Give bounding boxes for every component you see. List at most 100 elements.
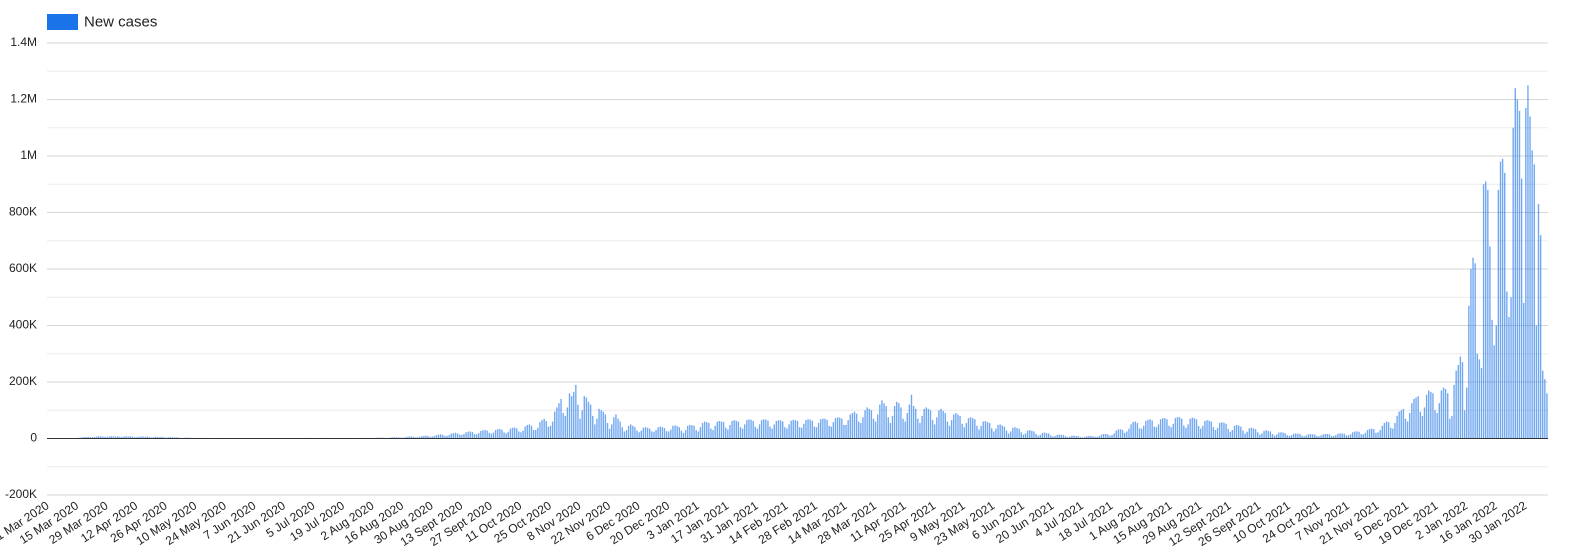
bar: [1292, 433, 1295, 439]
bar: [448, 435, 450, 439]
y-tick-label: 800K: [9, 205, 37, 219]
bar: [604, 414, 607, 439]
bar: [1229, 431, 1231, 439]
bar: [670, 429, 672, 439]
bar: [957, 414, 959, 439]
bar: [1512, 127, 1514, 439]
bar: [1303, 436, 1305, 439]
bar: [625, 430, 628, 439]
bar: [1138, 428, 1141, 439]
bar: [1012, 427, 1014, 439]
bar: [803, 423, 805, 439]
bar: [1377, 432, 1379, 439]
bar: [1183, 425, 1185, 439]
bar: [900, 407, 902, 439]
bar: [465, 432, 467, 439]
bar: [668, 431, 670, 439]
bar: [898, 403, 900, 439]
bar: [767, 420, 769, 439]
bar: [1444, 389, 1447, 439]
bar: [965, 422, 968, 439]
bar: [847, 420, 849, 439]
bar: [461, 434, 463, 439]
bar: [1390, 427, 1392, 439]
bar: [1062, 435, 1065, 439]
bar: [754, 426, 756, 439]
bar: [551, 421, 554, 439]
bar: [834, 418, 837, 439]
bar: [883, 403, 885, 439]
bar: [1387, 422, 1390, 439]
bar: [1440, 390, 1443, 439]
bar: [1280, 432, 1282, 439]
bar: [423, 435, 425, 439]
bar: [1491, 319, 1493, 439]
bar: [1531, 150, 1533, 439]
bar: [1506, 291, 1508, 439]
bar: [1221, 422, 1223, 439]
bar: [731, 420, 733, 439]
bar: [1339, 433, 1341, 439]
bar: [1527, 85, 1529, 439]
bar: [129, 436, 132, 439]
bar: [615, 414, 617, 439]
bar: [1487, 189, 1489, 439]
bar: [1128, 428, 1130, 439]
bar: [1284, 433, 1286, 439]
bar: [1238, 425, 1240, 439]
bar: [649, 428, 651, 439]
bar: [908, 404, 911, 439]
bar: [1415, 397, 1417, 439]
bar: [414, 437, 417, 439]
bar: [735, 420, 737, 439]
bar: [843, 424, 845, 439]
bar: [1164, 418, 1166, 439]
bar: [748, 419, 750, 439]
bar: [98, 436, 100, 439]
bar: [934, 424, 936, 439]
bar: [853, 411, 856, 439]
bar: [701, 422, 704, 439]
bar: [1246, 431, 1248, 439]
bar: [117, 436, 119, 439]
bar: [511, 427, 514, 439]
bar: [817, 422, 820, 439]
bar: [136, 437, 138, 439]
bar: [912, 406, 915, 439]
bar: [543, 418, 545, 439]
bar: [1010, 431, 1012, 439]
bar: [646, 427, 649, 439]
bar: [1373, 429, 1375, 439]
bar: [623, 431, 626, 439]
bar: [1102, 433, 1105, 439]
bar: [1330, 435, 1333, 439]
bar: [1048, 433, 1050, 439]
bar: [997, 424, 999, 439]
bar: [689, 424, 691, 439]
bar: [684, 430, 687, 439]
bar: [161, 436, 163, 439]
bar: [1271, 433, 1274, 439]
bar: [1497, 189, 1500, 439]
bar: [801, 427, 803, 439]
bar: [1514, 88, 1516, 439]
bar: [820, 419, 822, 439]
bar: [1345, 435, 1348, 439]
bar: [1197, 426, 1200, 439]
bar: [636, 430, 638, 439]
bar: [1478, 359, 1481, 439]
bar: [972, 418, 974, 439]
bar: [446, 435, 448, 439]
bar: [1428, 390, 1430, 439]
bar: [1206, 420, 1208, 439]
bar: [786, 428, 788, 439]
bar: [1366, 430, 1369, 439]
bar: [1185, 427, 1187, 439]
bar: [718, 420, 721, 439]
bar: [123, 436, 125, 439]
bar: [849, 414, 851, 439]
bar: [1335, 435, 1337, 439]
bar: [1537, 204, 1540, 439]
bar: [592, 415, 594, 439]
bar: [606, 422, 609, 439]
